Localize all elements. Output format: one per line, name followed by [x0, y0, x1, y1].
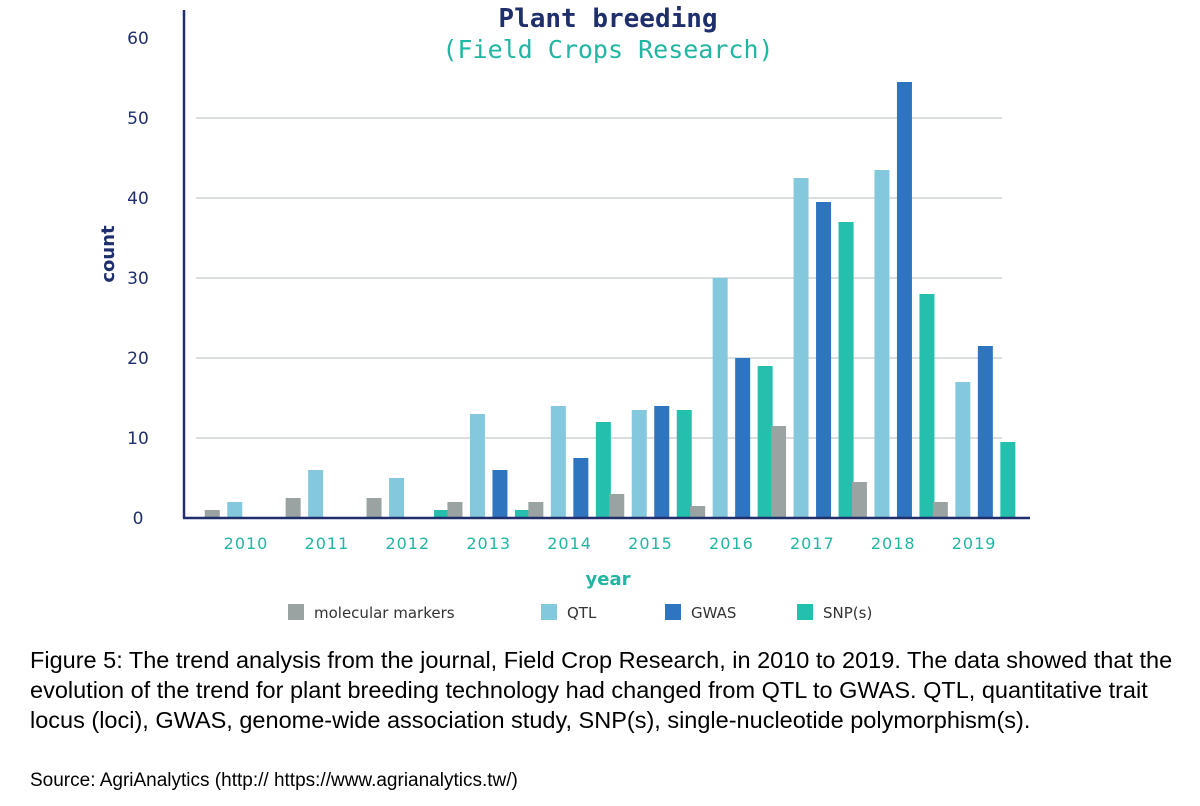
bar-molecular-markers-2014 — [528, 502, 544, 518]
legend-swatch — [665, 604, 681, 620]
bar-gwas-2015 — [654, 406, 670, 518]
y-axis-label: count — [98, 225, 119, 283]
y-tick-label: 50 — [127, 109, 149, 129]
x-tick-label: 2017 — [790, 534, 835, 553]
bar-snp-s--2018 — [919, 294, 935, 518]
x-tick-label: 2015 — [628, 534, 673, 553]
legend: molecular markers QTL GWAS SNP(s) — [288, 604, 872, 622]
bar-snp-s--2013 — [514, 510, 530, 518]
x-tick-label: 2016 — [709, 534, 754, 553]
bar-snp-s--2015 — [676, 410, 692, 518]
bar-qtl-2012 — [389, 478, 405, 518]
x-tick-label: 2010 — [224, 534, 269, 553]
x-tick-label: 2014 — [547, 534, 592, 553]
gridlines — [196, 117, 1002, 439]
y-tick-label: 60 — [127, 29, 149, 49]
x-tick-label: 2019 — [952, 534, 997, 553]
x-axis-label: year — [586, 569, 631, 590]
bar-gwas-2016 — [735, 358, 751, 518]
y-tick-label: 20 — [127, 349, 149, 369]
bars — [204, 82, 1016, 518]
bar-chart: Plant breeding (Field Crops Research) 0 1… — [98, 4, 1030, 622]
bar-molecular-markers-2010 — [204, 510, 220, 518]
bar-gwas-2017 — [816, 202, 832, 518]
x-tick-label: 2012 — [385, 534, 430, 553]
y-tick-label: 10 — [127, 429, 149, 449]
y-tick-label: 40 — [127, 189, 149, 209]
bar-qtl-2013 — [469, 414, 485, 518]
x-tick-label: 2013 — [466, 534, 511, 553]
bar-snp-s--2014 — [595, 422, 611, 518]
bar-molecular-markers-2015 — [609, 494, 625, 518]
bar-snp-s--2012 — [434, 510, 450, 518]
x-tick-labels: 2010 2011 2012 2013 2014 2015 2016 2017 2018 2019 — [224, 534, 997, 553]
bar-gwas-2014 — [573, 458, 589, 518]
bar-gwas-2013 — [492, 470, 508, 518]
bar-qtl-2017 — [793, 178, 809, 518]
bar-qtl-2016 — [712, 278, 728, 518]
bar-snp-s--2016 — [757, 366, 773, 518]
legend-label: SNP(s) — [823, 604, 872, 622]
bar-molecular-markers-2013 — [447, 502, 463, 518]
y-tick-label: 0 — [133, 509, 144, 529]
bar-molecular-markers-2011 — [285, 498, 301, 518]
source-note: Source: AgriAnalytics (http:// https://w… — [30, 770, 518, 791]
bar-qtl-2018 — [874, 170, 890, 518]
bar-gwas-2019 — [977, 346, 993, 518]
bar-molecular-markers-2018 — [851, 482, 867, 518]
bar-snp-s--2017 — [838, 222, 854, 518]
legend-label: QTL — [567, 604, 597, 622]
bar-qtl-2011 — [308, 470, 324, 518]
legend-swatch — [288, 604, 304, 620]
chart-title: Plant breeding — [498, 4, 717, 34]
bar-qtl-2014 — [550, 406, 566, 518]
figure-caption: Figure 5: The trend analysis from the jo… — [30, 647, 1173, 733]
legend-swatch — [541, 604, 557, 620]
bar-snp-s--2019 — [1000, 442, 1016, 518]
bar-molecular-markers-2019 — [932, 502, 948, 518]
legend-label: molecular markers — [314, 604, 455, 622]
bar-qtl-2010 — [227, 502, 243, 518]
bar-qtl-2019 — [955, 382, 971, 518]
x-tick-label: 2018 — [871, 534, 916, 553]
y-tick-label: 30 — [127, 269, 149, 289]
chart-subtitle: (Field Crops Research) — [442, 35, 773, 64]
bar-molecular-markers-2017 — [771, 426, 787, 518]
bar-gwas-2018 — [896, 82, 912, 518]
legend-label: GWAS — [691, 604, 736, 622]
bar-molecular-markers-2012 — [366, 498, 382, 518]
y-tick-labels: 0 10 20 30 40 50 60 — [127, 29, 149, 529]
legend-swatch — [797, 604, 813, 620]
bar-molecular-markers-2016 — [690, 506, 706, 518]
x-tick-label: 2011 — [305, 534, 350, 553]
bar-qtl-2015 — [631, 410, 647, 518]
